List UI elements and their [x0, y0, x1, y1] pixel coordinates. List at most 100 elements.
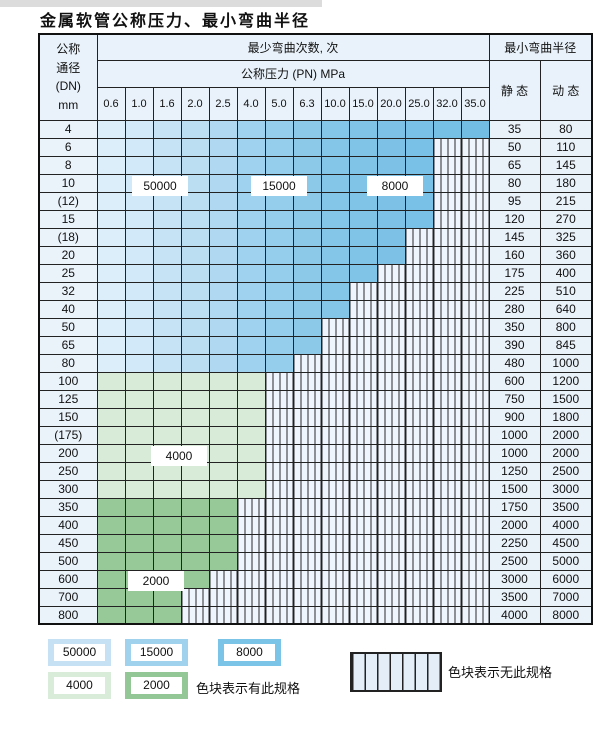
table-row: 100 600 1200 [38, 371, 593, 391]
spec-table-wrap: 公称 通径 (DN) mm 最少弯曲次数, 次 最小弯曲半径 公称压力 (PN)… [38, 33, 594, 625]
grid-cell [404, 317, 434, 337]
grid-cell [432, 479, 462, 499]
grid-cell [124, 443, 154, 463]
static-radius-cell: 95 [488, 191, 541, 211]
grid-cell [432, 191, 462, 211]
grid-cell [320, 155, 350, 175]
grid-cell [264, 155, 294, 175]
table-row: 25 175 400 [38, 263, 593, 283]
page-title: 金属软管公称压力、最小弯曲半径 [40, 11, 311, 30]
grid-cell [348, 443, 378, 463]
grid-cell [404, 155, 434, 175]
table-row: 250 1250 2500 [38, 461, 593, 481]
grid-cell [180, 317, 210, 337]
grid-cell [264, 227, 294, 247]
static-radius-cell: 80 [488, 173, 541, 193]
grid-cell [348, 497, 378, 517]
static-radius-cell: 1750 [488, 497, 541, 517]
grid-cell [292, 227, 322, 247]
dn-cell: 600 [38, 569, 98, 589]
grid-cell [432, 371, 462, 391]
pressure-tick: 2.0 [180, 86, 210, 121]
grid-cell [208, 353, 238, 373]
grid-cell [180, 533, 210, 553]
grid-cell [460, 605, 490, 625]
grid-cell [236, 281, 266, 301]
grid-cell [460, 443, 490, 463]
dynamic-radius-cell: 180 [539, 173, 593, 193]
grid-cell [348, 281, 378, 301]
grid-cell [320, 587, 350, 607]
grid-cell [292, 461, 322, 481]
grid-cell [432, 515, 462, 535]
grid-cell [348, 515, 378, 535]
grid-cell [124, 155, 154, 175]
dynamic-radius-cell: 640 [539, 299, 593, 319]
grid-cell [96, 173, 126, 193]
grid-cell [460, 119, 490, 139]
grid-cell [376, 137, 406, 157]
table-row: 20 160 360 [38, 245, 593, 265]
grid-cell [264, 137, 294, 157]
dn-cell: 450 [38, 533, 98, 553]
grid-cell [460, 425, 490, 445]
grid-cell [236, 425, 266, 445]
grid-cell [180, 263, 210, 283]
static-radius-cell: 2250 [488, 533, 541, 553]
dynamic-radius-cell: 3500 [539, 497, 593, 517]
dn-cell: 200 [38, 443, 98, 463]
grid-cell [460, 569, 490, 589]
grid-cell [96, 119, 126, 139]
table-row: (12) 95 215 [38, 191, 593, 211]
grid-cell [320, 227, 350, 247]
grid-cell [292, 515, 322, 535]
grid-cell [152, 191, 182, 211]
grid-cell [180, 353, 210, 373]
static-radius-cell: 50 [488, 137, 541, 157]
radius-header: 最小弯曲半径 [488, 33, 593, 61]
grid-cell [180, 227, 210, 247]
dn-cell: 100 [38, 371, 98, 391]
dynamic-radius-cell: 800 [539, 317, 593, 337]
grid-cell [208, 587, 238, 607]
legend-swatch-value: 2000 [131, 677, 182, 694]
grid-cell [432, 587, 462, 607]
grid-cell [376, 479, 406, 499]
grid-cell [320, 605, 350, 625]
grid-cell [432, 209, 462, 229]
grid-cell [264, 551, 294, 571]
grid-cell [376, 425, 406, 445]
grid-cell [432, 569, 462, 589]
legend-swatch-8000: 8000 [218, 639, 281, 666]
table-row: 4 35 80 [38, 119, 593, 139]
static-radius-cell: 390 [488, 335, 541, 355]
grid-cell [432, 317, 462, 337]
grid-cell [180, 479, 210, 499]
grid-cell [320, 173, 350, 193]
grid-cell [152, 425, 182, 445]
dn-cell: 6 [38, 137, 98, 157]
grid-cell [124, 299, 154, 319]
table-row: (175) 1000 2000 [38, 425, 593, 445]
grid-cell [404, 425, 434, 445]
dn-header-line: 通径 [56, 60, 81, 75]
grid-cell [180, 281, 210, 301]
grid-cell [320, 335, 350, 355]
grid-cell [292, 479, 322, 499]
grid-cell [180, 371, 210, 391]
grid-cell [376, 317, 406, 337]
grid-cell [124, 533, 154, 553]
grid-cell [432, 245, 462, 265]
grid-cell [432, 155, 462, 175]
dynamic-radius-cell: 400 [539, 263, 593, 283]
grid-cell [180, 335, 210, 355]
grid-cell [208, 335, 238, 355]
grid-cell [320, 533, 350, 553]
grid-cell [348, 137, 378, 157]
dynamic-radius-cell: 145 [539, 155, 593, 175]
grid-cell [96, 317, 126, 337]
grid-cell [236, 605, 266, 625]
grid-cell [376, 155, 406, 175]
grid-cell [376, 371, 406, 391]
